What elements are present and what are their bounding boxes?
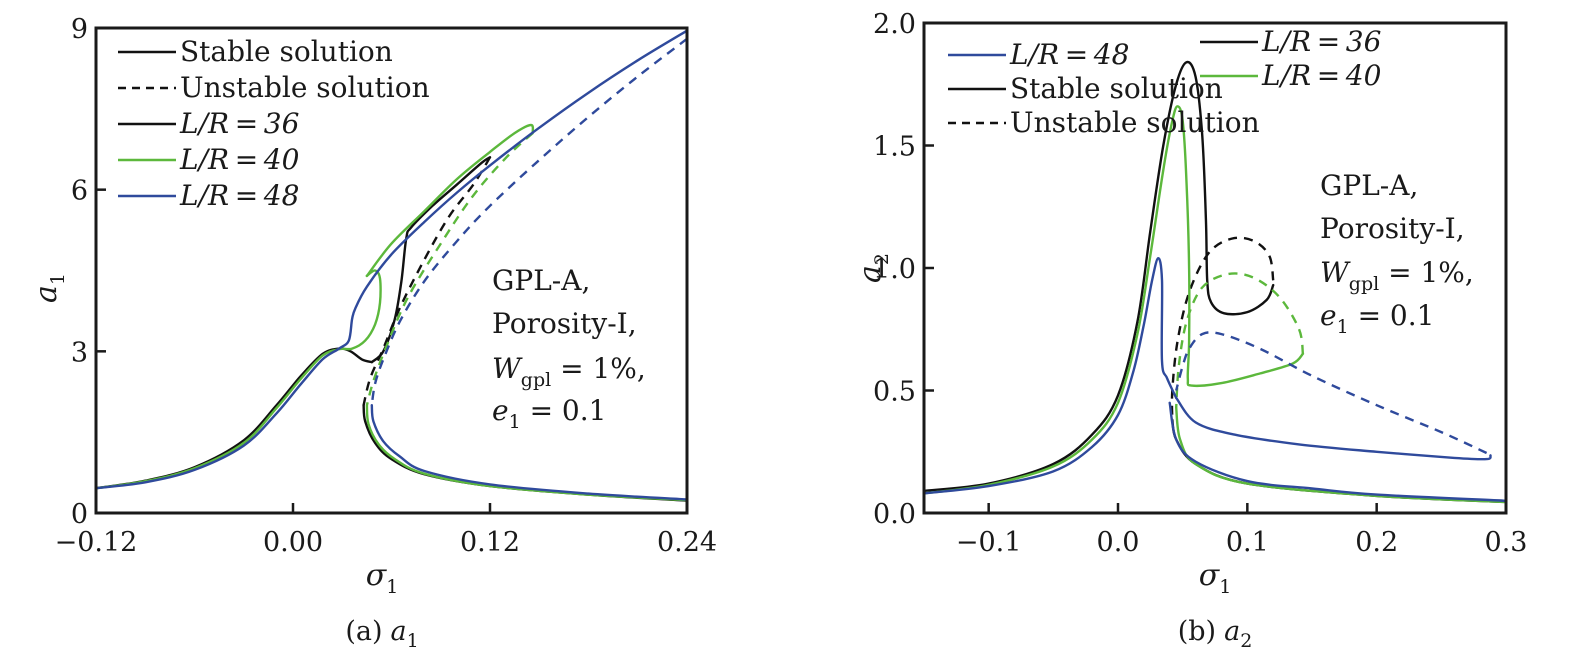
chart-b-ticks: −0.1 0.0 0.1 0.2 0.3 0.0 0.5 1.0 1.5 2.0 [873,9,1527,558]
legend-label: Unstable solution [1010,106,1260,139]
legend-label: L/R = 48 [1009,38,1129,71]
legend-label: Stable solution [1010,72,1223,105]
annotation-material: GPL-A, [492,264,590,297]
series-l-r-36-unstable [1170,236,1275,420]
legend-item: Stable solution [948,72,1223,105]
y-tick-label: 6 [71,176,88,207]
legend-item: Stable solution [118,35,393,68]
legend-item: Unstable solution [118,71,430,104]
chart-a: −0.12 0.00 0.12 0.24 0 3 6 9 Stable solutionUns… [29,14,717,652]
series-l-r-36-stable-peak [924,60,1275,493]
legend-label: L/R = 48 [179,179,299,212]
annotation-porosity: Porosity-I, [1320,212,1465,245]
legend-item: L/R = 48 [118,179,299,212]
annotation-material: GPL-A, [1320,169,1418,202]
x-tick-label: 0.0 [1097,527,1140,558]
series-l-r-40-stable-peak [924,105,1305,495]
chart-a-annotation: GPL-A, Porosity-I, Wgpl = 1%, e1 = 0.1 [492,264,646,433]
annotation-wgpl: Wgpl = 1%, [492,352,646,391]
chart-a-frame [94,26,689,515]
chart-b-curves [924,60,1506,504]
legend-item: L/R = 40 [118,143,299,176]
legend-label: L/R = 36 [179,107,299,140]
legend-label: L/R = 40 [1261,59,1381,92]
x-tick-label: 0.24 [657,527,717,558]
y-tick-label: 3 [71,337,88,368]
x-tick-label: −0.1 [956,527,1022,558]
legend-item: Unstable solution [948,106,1260,139]
y-tick-label: 1.0 [873,254,916,285]
y-tick-label: 9 [71,14,88,45]
series-l-r-48-stable-upper-branch [96,29,687,490]
chart-a-ticks: −0.12 0.00 0.12 0.24 0 3 6 9 [55,14,717,558]
series-l-r-48-stable-upper-tail [1175,396,1492,461]
x-tick-label: −0.12 [55,527,138,558]
annotation-e1: e1 = 0.1 [492,394,606,433]
chart-b-series-group [924,60,1506,504]
annotation-wgpl: Wgpl = 1%, [1320,256,1474,295]
series-l-r-48-stable-peak [924,257,1178,495]
series-l-r-36-unstable [362,156,492,406]
legend-item: L/R = 48 [948,38,1129,71]
series-l-r-48-stable-lower-tail [1168,401,1506,502]
series-l-r-40-stable-upper-branch [365,123,535,278]
x-tick-label: 0.1 [1226,527,1269,558]
legend-label: Stable solution [180,35,393,68]
x-tick-label: 0.00 [263,527,323,558]
chart-a-series-group [96,29,687,502]
chart-a-ylabel: a1 [29,273,69,303]
series-l-r-36-stable-upper-branch [370,156,492,364]
series-l-r-40-unstable [1175,272,1305,408]
chart-a-xlabel: σ1 [366,558,399,598]
y-tick-label: 0.0 [873,499,916,530]
chart-a-curves [96,29,687,502]
chart-a-caption: (a) a1 [345,616,418,652]
annotation-porosity: Porosity-I, [492,307,637,340]
series-l-r-48-unstable [1175,331,1488,455]
legend-item: L/R = 40 [1200,59,1381,92]
y-tick-label: 0.5 [873,377,916,408]
x-tick-label: 0.12 [460,527,520,558]
chart-b-annotation: GPL-A, Porosity-I, Wgpl = 1%, e1 = 0.1 [1320,169,1474,338]
series-l-r-40-unstable [365,132,534,406]
series-l-r-36-stable-lower-branch [96,347,373,490]
x-tick-label: 0.2 [1355,527,1398,558]
y-tick-label: 0 [71,499,88,530]
chart-b-xlabel: σ1 [1199,558,1232,598]
y-tick-label: 2.0 [873,9,916,40]
legend-label: L/R = 36 [1261,25,1381,58]
legend-label: L/R = 40 [179,143,299,176]
annotation-e1: e1 = 0.1 [1320,299,1434,338]
chart-b-ylabel: a2 [853,253,893,283]
legend-label: Unstable solution [180,71,430,104]
y-tick-label: 1.5 [873,132,916,163]
chart-b: −0.1 0.0 0.1 0.2 0.3 0.0 0.5 1.0 1.5 2.0 L/R = 48… [853,9,1527,652]
series-l-r-40-stable-lower-branch [96,269,382,490]
series-l-r-48-stable-resonance-tail [370,404,687,501]
legend-item: L/R = 36 [1200,25,1381,58]
chart-b-caption: (b) a2 [1178,616,1253,652]
legend-item: L/R = 36 [118,107,299,140]
series-l-r-48-unstable [370,37,687,406]
x-tick-label: 0.3 [1485,527,1528,558]
series-l-r-40-stable-tail [1175,406,1506,504]
